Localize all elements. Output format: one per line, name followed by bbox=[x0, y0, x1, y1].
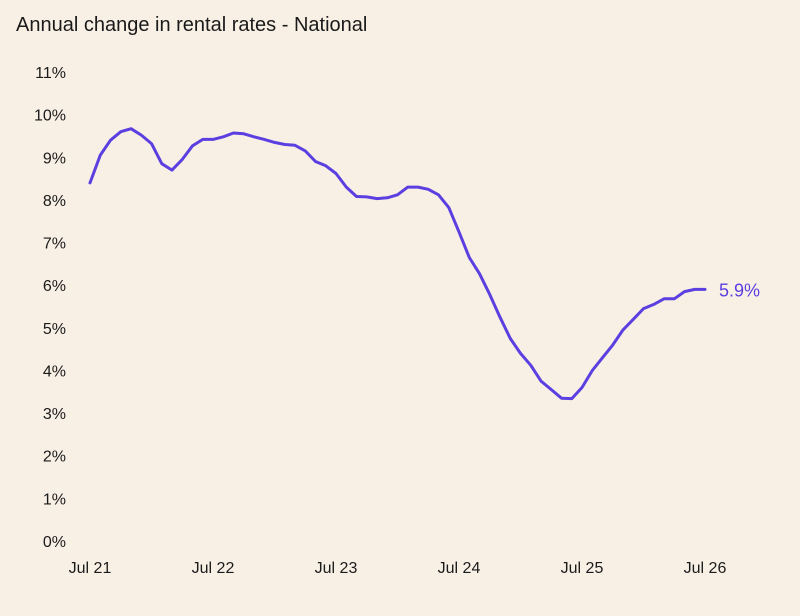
y-tick-label: 3% bbox=[43, 406, 66, 423]
x-tick-label: Jul 22 bbox=[192, 560, 235, 577]
y-tick-label: 6% bbox=[43, 278, 66, 295]
y-tick-label: 8% bbox=[43, 193, 66, 210]
x-tick-label: Jul 21 bbox=[69, 560, 112, 577]
y-tick-label: 9% bbox=[43, 150, 66, 167]
y-tick-label: 1% bbox=[43, 491, 66, 508]
x-tick-label: Jul 25 bbox=[561, 560, 604, 577]
y-tick-label: 11% bbox=[35, 65, 66, 82]
y-tick-label: 2% bbox=[43, 449, 66, 466]
series-layer: 5.9% bbox=[88, 127, 760, 401]
y-tick-label: 10% bbox=[34, 108, 66, 125]
y-tick-label: 4% bbox=[43, 363, 66, 380]
x-axis-ticks: Jul 21 Jul 22 Jul 23 Jul 24 Jul 25 Jul 26 bbox=[69, 560, 727, 577]
series-line bbox=[88, 127, 707, 401]
y-axis-ticks: 0% 1% 2% 3% 4% 5% 6% 7% 8% 9% 10% 11% bbox=[34, 65, 66, 551]
y-tick-label: 0% bbox=[43, 534, 66, 551]
x-tick-label: Jul 23 bbox=[315, 560, 358, 577]
series-end-label: 5.9% bbox=[719, 280, 760, 300]
y-tick-label: 5% bbox=[43, 321, 66, 338]
x-tick-label: Jul 24 bbox=[438, 560, 481, 577]
chart-title: Annual change in rental rates - National bbox=[16, 14, 368, 36]
x-tick-label: Jul 26 bbox=[684, 560, 727, 577]
y-tick-label: 7% bbox=[43, 236, 66, 253]
